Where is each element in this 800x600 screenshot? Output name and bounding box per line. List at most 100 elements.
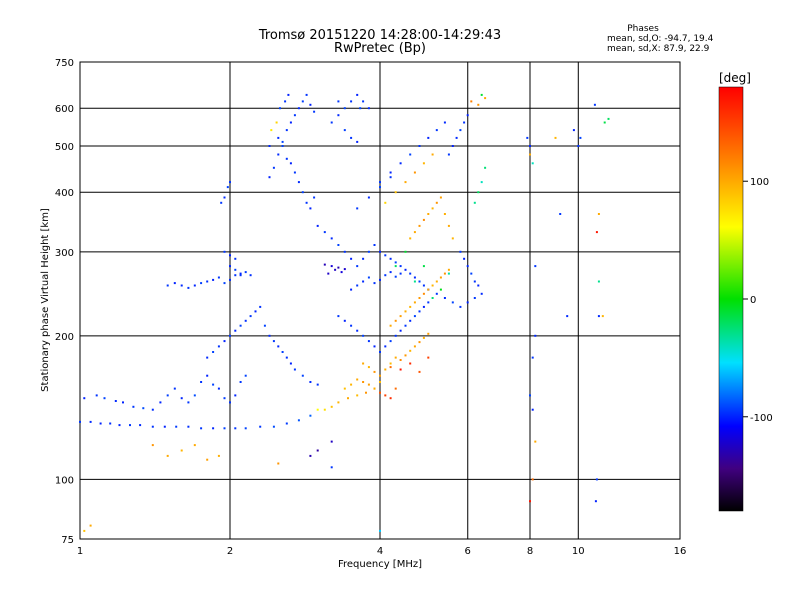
phase-stats: Phases mean, sd,O: -94.7, 19.4 mean, sd,… xyxy=(607,24,714,54)
data-point xyxy=(212,278,215,281)
data-point xyxy=(272,340,275,343)
data-point xyxy=(343,107,346,110)
data-point xyxy=(293,171,296,174)
data-point xyxy=(103,397,106,400)
data-point xyxy=(268,176,271,179)
data-point xyxy=(229,334,231,337)
data-point xyxy=(399,162,402,165)
data-point xyxy=(281,145,284,147)
data-point xyxy=(404,250,407,253)
data-point xyxy=(285,157,288,160)
data-point xyxy=(431,153,434,156)
data-point xyxy=(239,272,242,275)
data-point xyxy=(330,265,333,268)
data-point xyxy=(142,407,145,410)
data-point xyxy=(435,129,438,132)
data-point xyxy=(451,145,454,147)
data-point xyxy=(180,284,183,287)
data-point xyxy=(384,274,387,277)
data-point xyxy=(272,166,275,169)
data-point xyxy=(595,478,598,481)
data-point xyxy=(399,272,402,275)
data-point xyxy=(234,394,237,397)
data-point xyxy=(337,244,340,246)
data-point xyxy=(389,340,392,343)
data-point xyxy=(601,315,604,318)
data-point xyxy=(254,310,257,313)
data-point xyxy=(577,145,580,147)
data-point xyxy=(404,324,407,327)
data-point xyxy=(418,370,421,373)
data-point xyxy=(272,425,275,428)
data-point xyxy=(409,349,412,352)
data-point xyxy=(534,334,537,337)
data-point xyxy=(384,368,387,371)
data-point xyxy=(579,136,582,139)
data-point xyxy=(477,191,480,194)
x-tick-label: 6 xyxy=(465,546,471,557)
data-point xyxy=(263,324,266,327)
data-point xyxy=(268,334,271,337)
data-point xyxy=(337,401,340,404)
data-point xyxy=(212,427,215,430)
data-point xyxy=(379,186,381,189)
data-points xyxy=(79,93,610,532)
data-point xyxy=(309,414,312,417)
colorbar-ticks: 100 0 -100 xyxy=(743,177,773,424)
data-point xyxy=(367,276,370,279)
data-point xyxy=(607,117,610,120)
data-point xyxy=(409,319,412,322)
data-point xyxy=(427,213,430,215)
data-point xyxy=(244,271,247,274)
data-point xyxy=(287,93,290,96)
data-point xyxy=(285,422,288,425)
y-tick-label: 75 xyxy=(61,535,74,546)
data-point xyxy=(379,374,381,377)
data-point xyxy=(281,140,284,143)
data-point xyxy=(367,366,370,369)
data-point xyxy=(477,103,480,106)
data-point xyxy=(193,284,196,287)
data-point xyxy=(343,319,346,322)
data-point xyxy=(275,121,278,124)
data-point xyxy=(223,282,226,285)
data-point xyxy=(83,397,86,400)
data-point xyxy=(277,136,280,139)
data-point xyxy=(180,397,183,400)
data-point xyxy=(217,454,220,457)
data-point xyxy=(129,424,131,427)
data-point xyxy=(409,153,412,156)
data-point xyxy=(367,340,370,343)
colorbar-unit: [deg] xyxy=(719,71,751,85)
data-point xyxy=(443,213,446,215)
data-point xyxy=(259,305,262,308)
colorbar: [deg] 100 0 -100 xyxy=(718,71,773,512)
data-point xyxy=(270,129,273,132)
y-tick-label: 600 xyxy=(55,104,74,115)
data-point xyxy=(359,107,362,110)
data-point xyxy=(459,250,462,253)
data-point xyxy=(159,401,162,404)
data-point xyxy=(529,394,531,397)
data-point xyxy=(480,93,483,96)
data-point xyxy=(463,121,466,124)
data-point xyxy=(337,266,340,269)
data-point xyxy=(399,265,402,268)
data-point xyxy=(343,250,346,253)
data-point xyxy=(566,315,569,318)
data-point xyxy=(350,383,353,386)
data-point xyxy=(394,334,397,337)
data-point xyxy=(451,301,454,304)
data-point xyxy=(313,196,316,199)
data-point xyxy=(597,280,600,283)
data-point xyxy=(362,334,365,337)
data-point xyxy=(389,324,392,327)
data-point xyxy=(427,288,430,291)
data-point xyxy=(470,100,473,103)
data-point xyxy=(413,301,416,304)
data-point xyxy=(373,282,376,285)
data-point xyxy=(531,408,534,411)
data-point xyxy=(343,387,346,390)
data-point xyxy=(356,265,359,268)
phase-stats-x-mode: mean, sd,X: 87.9, 22.9 xyxy=(607,44,710,54)
